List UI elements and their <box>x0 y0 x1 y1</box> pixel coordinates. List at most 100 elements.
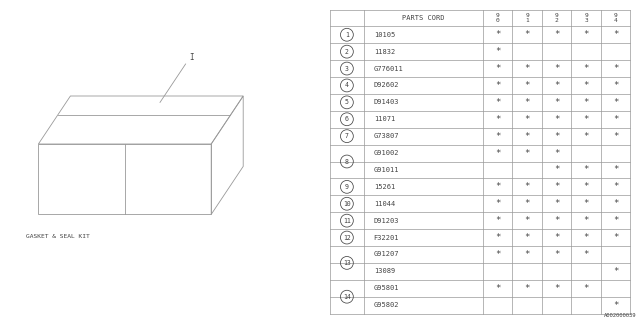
Text: 14: 14 <box>343 294 351 300</box>
Text: *: * <box>495 199 500 208</box>
Text: 15261: 15261 <box>374 184 395 190</box>
Text: *: * <box>495 98 500 107</box>
Text: *: * <box>613 199 618 208</box>
Text: *: * <box>525 199 530 208</box>
Text: *: * <box>495 30 500 39</box>
Text: 1: 1 <box>345 32 349 38</box>
Text: 9
0: 9 0 <box>496 13 500 23</box>
Text: *: * <box>613 132 618 141</box>
Text: *: * <box>613 30 618 39</box>
Text: 5: 5 <box>345 99 349 105</box>
Text: *: * <box>554 250 559 259</box>
Text: *: * <box>495 81 500 90</box>
Text: *: * <box>525 64 530 73</box>
Text: *: * <box>584 250 589 259</box>
Text: *: * <box>584 284 589 293</box>
Text: *: * <box>584 165 589 174</box>
Text: *: * <box>525 81 530 90</box>
Text: *: * <box>554 233 559 242</box>
Text: *: * <box>554 115 559 124</box>
Text: 4: 4 <box>345 83 349 88</box>
Text: I: I <box>189 53 193 62</box>
Text: F32201: F32201 <box>374 235 399 241</box>
Text: G91011: G91011 <box>374 167 399 173</box>
Text: *: * <box>525 30 530 39</box>
Text: 9
3: 9 3 <box>584 13 588 23</box>
Text: *: * <box>495 148 500 157</box>
Text: *: * <box>554 148 559 157</box>
Text: *: * <box>613 233 618 242</box>
Text: *: * <box>495 132 500 141</box>
Text: *: * <box>613 301 618 310</box>
Text: D91203: D91203 <box>374 218 399 224</box>
Text: G91207: G91207 <box>374 252 399 258</box>
Text: *: * <box>554 182 559 191</box>
Text: *: * <box>554 98 559 107</box>
Text: *: * <box>525 216 530 225</box>
Text: *: * <box>495 47 500 56</box>
Text: 11071: 11071 <box>374 116 395 122</box>
Text: *: * <box>584 199 589 208</box>
Text: *: * <box>554 132 559 141</box>
Text: 9: 9 <box>345 184 349 190</box>
Text: *: * <box>554 216 559 225</box>
Text: *: * <box>495 182 500 191</box>
Text: 8: 8 <box>345 158 349 164</box>
Text: 7: 7 <box>345 133 349 139</box>
Text: 6: 6 <box>345 116 349 122</box>
Text: *: * <box>613 98 618 107</box>
Text: *: * <box>613 64 618 73</box>
Text: 9
2: 9 2 <box>555 13 559 23</box>
Text: *: * <box>525 284 530 293</box>
Text: D92602: D92602 <box>374 83 399 88</box>
Text: *: * <box>613 115 618 124</box>
Text: GASKET & SEAL KIT: GASKET & SEAL KIT <box>26 234 90 239</box>
Text: *: * <box>554 81 559 90</box>
Text: PARTS CORD: PARTS CORD <box>403 15 445 21</box>
Text: 11832: 11832 <box>374 49 395 55</box>
Text: 2: 2 <box>345 49 349 55</box>
Text: *: * <box>584 81 589 90</box>
Text: *: * <box>584 233 589 242</box>
Text: G776011: G776011 <box>374 66 403 72</box>
Text: *: * <box>613 165 618 174</box>
Text: G95801: G95801 <box>374 285 399 291</box>
Text: *: * <box>613 182 618 191</box>
Text: *: * <box>525 98 530 107</box>
Text: *: * <box>584 98 589 107</box>
Text: *: * <box>495 233 500 242</box>
Text: *: * <box>613 267 618 276</box>
Text: 13: 13 <box>343 260 351 266</box>
Text: 10105: 10105 <box>374 32 395 38</box>
Text: *: * <box>495 284 500 293</box>
Text: *: * <box>495 216 500 225</box>
Text: 3: 3 <box>345 66 349 72</box>
Text: *: * <box>613 81 618 90</box>
Text: *: * <box>584 30 589 39</box>
Text: D91403: D91403 <box>374 99 399 105</box>
Text: 12: 12 <box>343 235 351 241</box>
Text: *: * <box>584 132 589 141</box>
Text: *: * <box>495 250 500 259</box>
Text: *: * <box>554 284 559 293</box>
Text: *: * <box>525 115 530 124</box>
Text: *: * <box>554 64 559 73</box>
Text: *: * <box>584 115 589 124</box>
Text: *: * <box>525 148 530 157</box>
Text: *: * <box>554 165 559 174</box>
Text: *: * <box>525 233 530 242</box>
Text: *: * <box>525 182 530 191</box>
Text: 11: 11 <box>343 218 351 224</box>
Text: G95802: G95802 <box>374 302 399 308</box>
Text: *: * <box>613 216 618 225</box>
Text: 13089: 13089 <box>374 268 395 274</box>
Text: G91002: G91002 <box>374 150 399 156</box>
Text: *: * <box>554 30 559 39</box>
Text: 9
4: 9 4 <box>614 13 618 23</box>
Text: *: * <box>584 182 589 191</box>
Text: *: * <box>495 115 500 124</box>
Text: *: * <box>525 250 530 259</box>
Text: A002000039: A002000039 <box>604 313 637 318</box>
Text: 9
1: 9 1 <box>525 13 529 23</box>
Text: *: * <box>584 64 589 73</box>
